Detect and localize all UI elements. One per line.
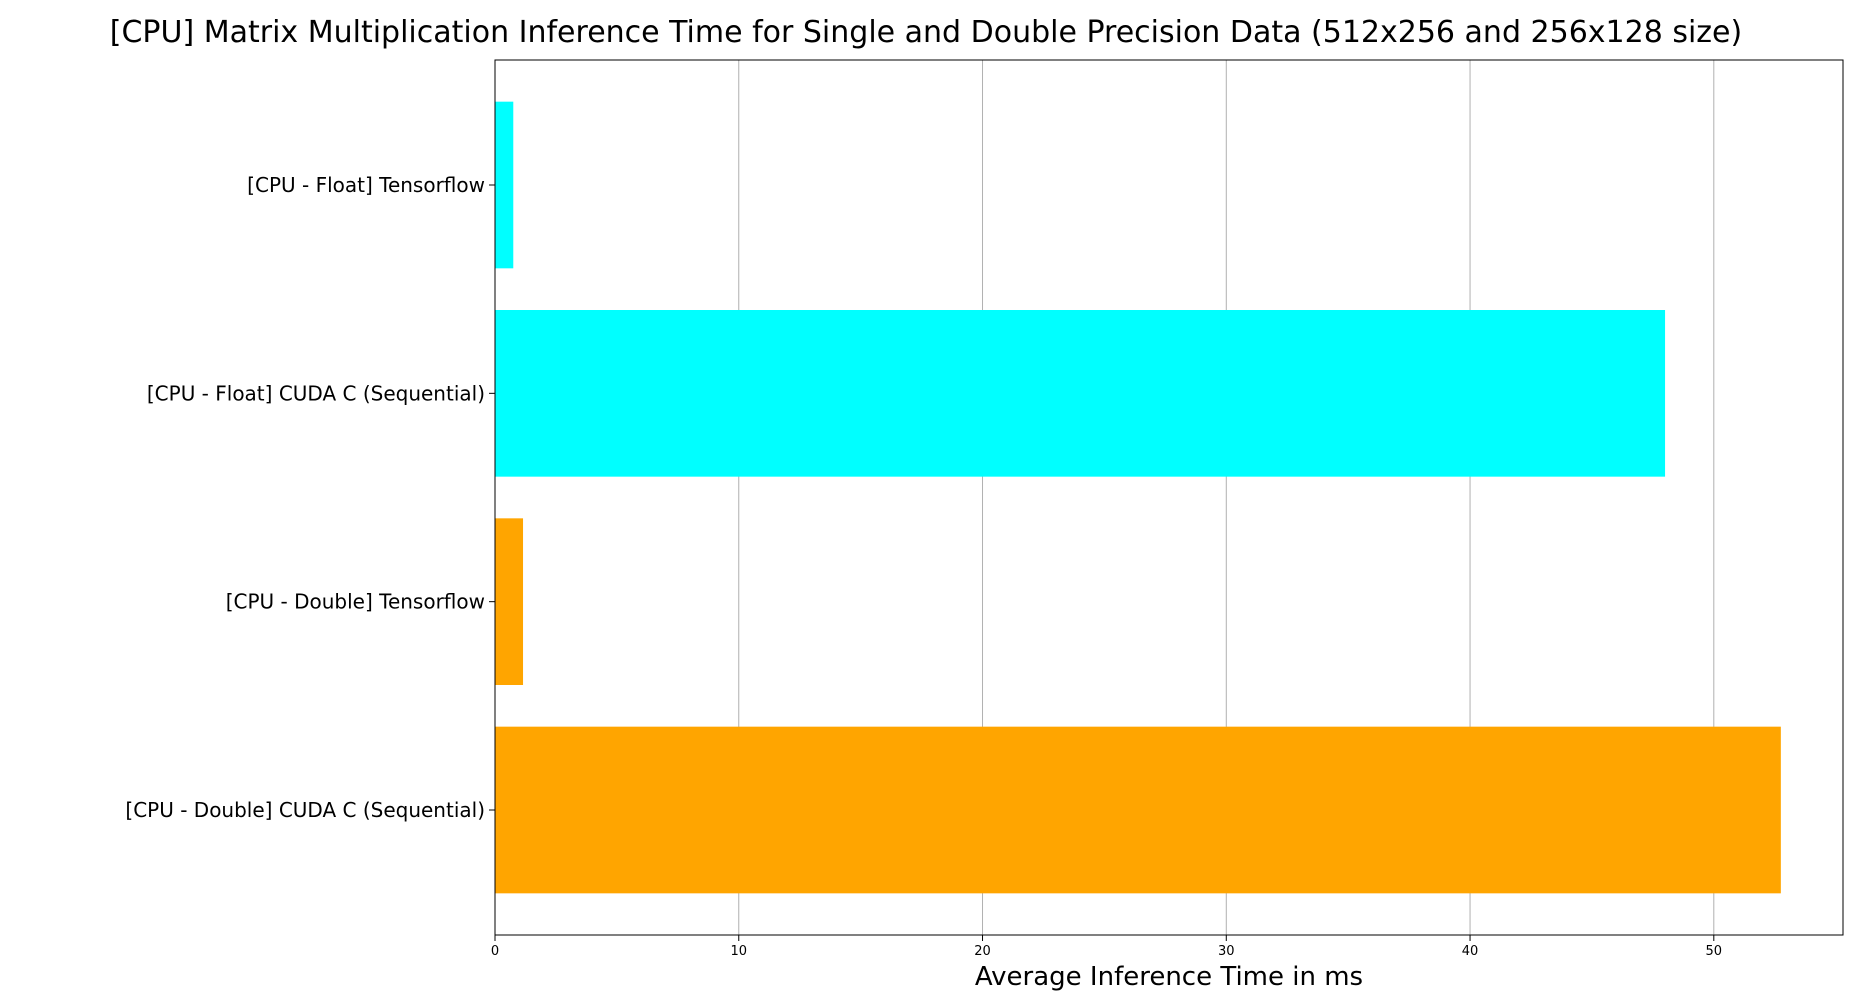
y-tick-label: [CPU - Double] Tensorflow xyxy=(226,590,485,614)
x-tick-label: 30 xyxy=(1218,944,1235,959)
x-tick-label: 40 xyxy=(1462,944,1479,959)
y-tick-label: [CPU - Float] CUDA C (Sequential) xyxy=(147,381,485,405)
bar-2 xyxy=(495,310,1666,477)
y-tick-label: [CPU - Float] Tensorflow xyxy=(247,173,485,197)
bar-4 xyxy=(495,726,1781,894)
y-tick-label: [CPU - Double] CUDA C (Sequential) xyxy=(125,798,485,822)
x-tick-label: 0 xyxy=(491,944,499,959)
x-tick-label: 20 xyxy=(974,944,991,959)
x-axis-label: Average Inference Time in ms xyxy=(975,962,1363,992)
x-tick-label: 10 xyxy=(730,944,747,959)
bar-3 xyxy=(495,518,524,685)
x-axis-ticks: 0 10 20 30 40 50 xyxy=(491,935,1722,959)
chart-title: [CPU] Matrix Multiplication Inference Ti… xyxy=(110,15,1742,50)
bar-1 xyxy=(495,101,514,269)
y-axis-ticks: [CPU - Float] Tensorflow [CPU - Float] CU… xyxy=(125,173,495,822)
x-tick-label: 50 xyxy=(1706,944,1723,959)
bars xyxy=(495,101,1781,894)
plot-frame xyxy=(494,59,1844,936)
